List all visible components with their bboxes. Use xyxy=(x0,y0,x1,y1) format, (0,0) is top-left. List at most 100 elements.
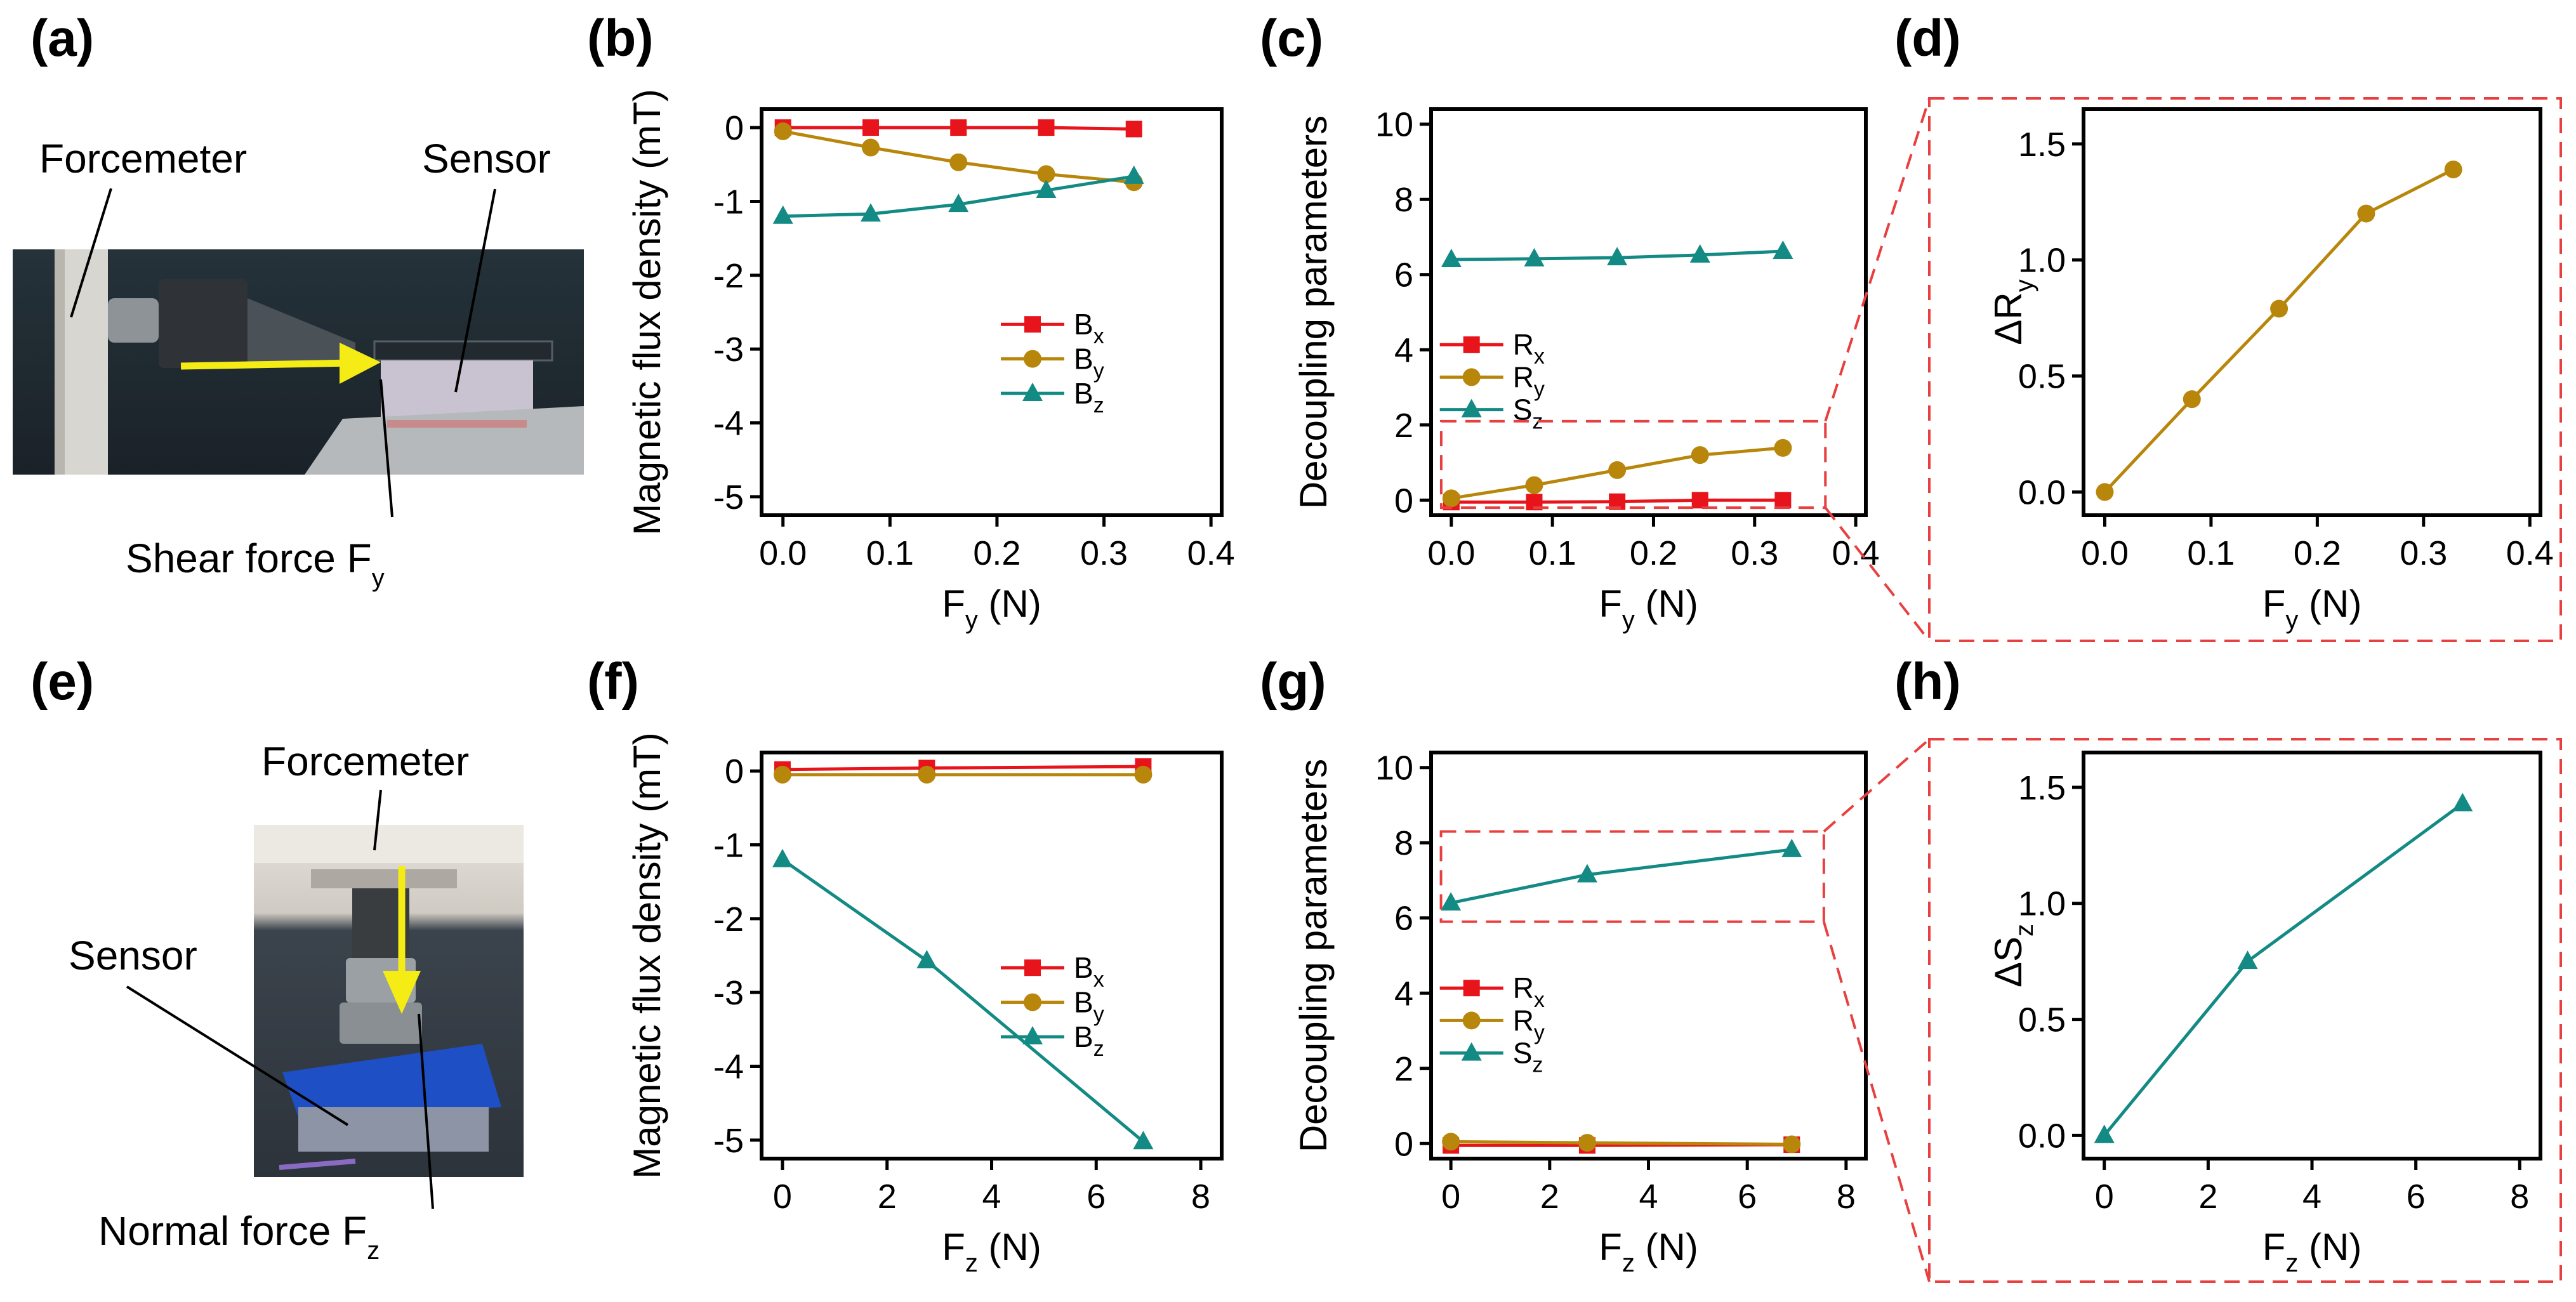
legend-label: Bz xyxy=(1074,377,1104,418)
y-tick-label: 0 xyxy=(725,753,744,791)
panel-label-h: (h) xyxy=(1894,653,1961,711)
y-tick-label: 2 xyxy=(1394,407,1413,445)
x-tick-label: 0.2 xyxy=(1630,534,1677,572)
legend-label: By xyxy=(1074,986,1104,1027)
x-tick-label: 0.1 xyxy=(1529,534,1576,572)
shear-force-arrowhead-icon xyxy=(340,343,381,384)
x-tick-label: 0 xyxy=(2095,1178,2114,1216)
legend-marker-circle xyxy=(1462,368,1481,386)
force-leader-a xyxy=(380,379,393,518)
legend-marker-triangle xyxy=(1461,1042,1482,1061)
data-point-triangle xyxy=(948,194,969,213)
x-tick-label: 2 xyxy=(2198,1178,2217,1216)
plot-frame xyxy=(760,107,1224,517)
legend-label: Ry xyxy=(1513,360,1545,401)
y-axis-title: ΔSz xyxy=(1987,924,2038,987)
data-point-triangle xyxy=(916,950,937,969)
data-point-triangle xyxy=(1524,247,1545,266)
legend-label: Bx xyxy=(1074,951,1104,992)
x-tick-label: 6 xyxy=(2407,1178,2426,1216)
data-point-circle xyxy=(774,122,792,140)
panel-label-c: (c) xyxy=(1260,10,1323,67)
x-tick-label: 0.3 xyxy=(1731,534,1778,572)
legend-marker-triangle xyxy=(1461,398,1482,418)
data-point-circle xyxy=(1608,461,1627,479)
normal-force-label: Normal force Fz xyxy=(98,1208,380,1265)
x-tick-label: 0 xyxy=(1441,1178,1460,1216)
plot-frame xyxy=(1429,107,1868,517)
panel-label-g: (g) xyxy=(1260,653,1326,711)
series-line-delta-sz xyxy=(2103,802,2464,1137)
legend-marker-square xyxy=(1463,336,1480,353)
x-tick-label: 2 xyxy=(878,1178,897,1216)
x-tick-label: 0.1 xyxy=(2187,534,2235,572)
x-tick-label: 0.0 xyxy=(1427,534,1475,572)
plot-frame xyxy=(760,751,1224,1161)
y-tick-label: -1 xyxy=(713,183,744,221)
data-point-triangle xyxy=(1036,180,1057,198)
legend-marker-square xyxy=(1024,959,1041,977)
data-point-triangle xyxy=(1607,247,1628,266)
y-tick-label: 4 xyxy=(1394,331,1413,369)
data-point-triangle xyxy=(1441,892,1462,911)
data-point-triangle xyxy=(1133,1131,1154,1150)
x-tick-label: 8 xyxy=(1191,1178,1210,1216)
force-leader-e xyxy=(418,1013,434,1209)
x-tick-label: 0.1 xyxy=(866,534,914,572)
y-axis-title: Magnetic flux density (mT) xyxy=(626,732,668,1179)
panel-label-e: (e) xyxy=(30,653,94,711)
legend-label: By xyxy=(1074,343,1104,383)
y-tick-label: 0 xyxy=(725,109,744,147)
panel-label-b: (b) xyxy=(587,10,654,67)
y-tick-label: -3 xyxy=(713,331,744,369)
photo-panel-a: (a) Forcemeter Sensor Shear force Fy xyxy=(13,10,584,592)
x-tick-label: 4 xyxy=(982,1178,1001,1216)
y-tick-label: 8 xyxy=(1394,181,1413,219)
panel-label-d: (d) xyxy=(1894,10,1961,67)
y-tick-label: 1.5 xyxy=(2018,769,2066,807)
legend-label: Bz xyxy=(1074,1020,1104,1061)
data-point-circle xyxy=(1783,1135,1801,1154)
forcemeter-leader-e xyxy=(373,789,382,851)
data-point-triangle xyxy=(2452,792,2473,812)
data-point-triangle xyxy=(772,205,793,224)
shear-force-label: Shear force Fy xyxy=(126,536,385,592)
x-tick-label: 6 xyxy=(1738,1178,1757,1216)
x-axis-title: Fz (N) xyxy=(1599,1226,1698,1277)
x-tick-label: 0.4 xyxy=(1187,534,1235,572)
y-tick-label: 1.0 xyxy=(2018,242,2066,280)
zoom-connector-line xyxy=(1824,506,1931,642)
legend-label: Bx xyxy=(1074,308,1104,348)
chart-panel-g: (g) 0 2 4 6 8 0 2 4 6 8 10 Fz (N) Decoupling paramete… xyxy=(1260,653,1868,1277)
zoom-region-box xyxy=(1439,419,1827,510)
x-tick-label: 4 xyxy=(1639,1178,1658,1216)
series-line-delta-ry xyxy=(2103,168,2454,494)
legend-label: Rx xyxy=(1513,328,1545,369)
data-point-triangle xyxy=(860,203,881,222)
x-tick-label: 8 xyxy=(2510,1178,2529,1216)
data-point-circle xyxy=(1774,438,1792,457)
data-point-circle xyxy=(1037,165,1055,183)
y-tick-label: 4 xyxy=(1394,975,1413,1013)
zoom-frame-d xyxy=(1928,97,2562,642)
zoom-connector-line xyxy=(1822,921,1931,1282)
y-tick-label: 0.0 xyxy=(2018,473,2066,511)
x-axis-title: Fy (N) xyxy=(2262,582,2362,634)
photo-shear-setup xyxy=(13,249,584,475)
data-point-circle xyxy=(1691,446,1709,464)
series-line-sz xyxy=(1450,848,1792,905)
data-point-circle xyxy=(949,153,968,171)
y-tick-label: -2 xyxy=(713,900,744,938)
y-axis-title: Decoupling parameters xyxy=(1292,115,1335,509)
data-point-square xyxy=(1125,121,1142,138)
data-point-square xyxy=(950,119,967,136)
x-axis-title: Fy (N) xyxy=(1599,582,1698,634)
x-tick-label: 0 xyxy=(773,1178,792,1216)
x-tick-label: 6 xyxy=(1087,1178,1106,1216)
y-tick-label: 0 xyxy=(1394,1125,1413,1163)
data-point-square xyxy=(862,119,879,136)
x-tick-label: 8 xyxy=(1837,1178,1856,1216)
